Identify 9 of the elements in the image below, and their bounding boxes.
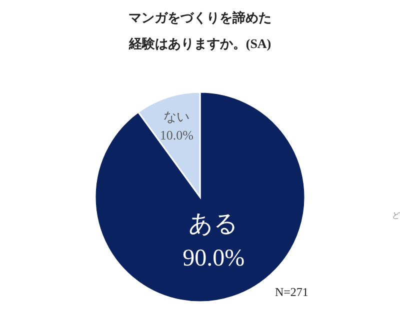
data-label: 10.0% (160, 127, 194, 142)
slice-label: ある (188, 212, 239, 238)
data-label: 90.0% (182, 245, 245, 272)
chart-title: マンガをづくりを諦めた (128, 10, 272, 25)
chart-subtitle: 経験はありますか。(SA) (128, 36, 272, 51)
slice-label: ない (164, 109, 190, 124)
pie-slice (94, 91, 306, 303)
text: ど (392, 211, 400, 220)
text: N=271 (275, 285, 308, 299)
